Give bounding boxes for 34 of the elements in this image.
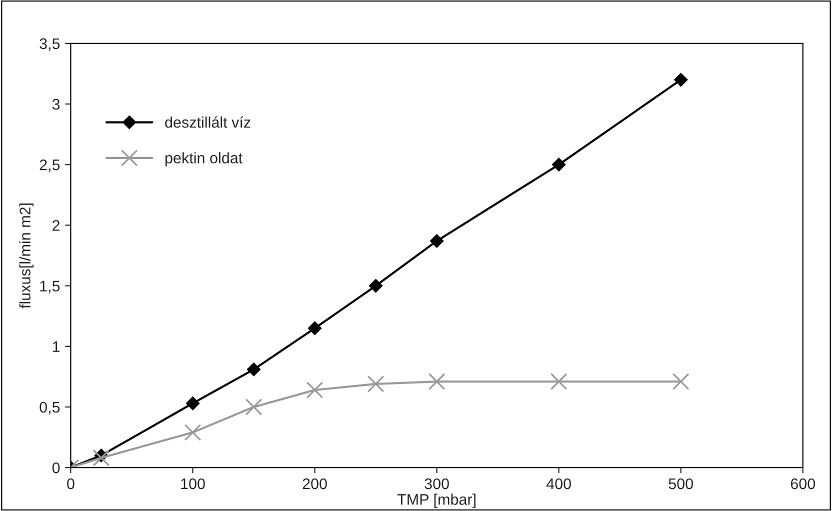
y-tick-label: 3,5 bbox=[40, 38, 60, 51]
point bbox=[367, 375, 384, 392]
x-tick-label: 400 bbox=[546, 478, 571, 490]
y-tick-label: 1 bbox=[52, 341, 60, 352]
point bbox=[245, 398, 262, 416]
x-tick-label: 600 bbox=[790, 478, 816, 490]
point bbox=[184, 424, 202, 441]
y-tick-label: 2 bbox=[52, 220, 60, 231]
point bbox=[247, 362, 260, 376]
legend-label: desztillált víz bbox=[165, 116, 250, 128]
y-axis-title: fluxus[l/min m2] bbox=[19, 204, 34, 308]
y-tick-label: 0,5 bbox=[40, 402, 60, 414]
point bbox=[186, 396, 200, 410]
y-tick-label: 2,5 bbox=[40, 159, 60, 172]
x-tick-label: 200 bbox=[302, 478, 327, 490]
point bbox=[308, 321, 322, 335]
point bbox=[369, 279, 383, 293]
y-tick-label: 1,5 bbox=[40, 280, 60, 294]
legend-label: pektin oldat bbox=[165, 152, 243, 166]
x-tick-label: 300 bbox=[424, 478, 449, 490]
x-axis-title: TMP [mbar] bbox=[397, 494, 476, 508]
point bbox=[92, 449, 110, 466]
point bbox=[428, 373, 446, 390]
point bbox=[430, 234, 444, 248]
point bbox=[306, 382, 324, 398]
x-tick-label: 100 bbox=[181, 478, 205, 490]
point bbox=[672, 373, 690, 390]
x-tick-label: 500 bbox=[668, 478, 693, 490]
y-tick-label: 3 bbox=[52, 98, 60, 110]
y-tick-label: 0 bbox=[52, 462, 60, 474]
point bbox=[552, 158, 566, 172]
point bbox=[550, 373, 568, 390]
point bbox=[674, 73, 688, 87]
x-tick-label: 0 bbox=[67, 478, 74, 490]
